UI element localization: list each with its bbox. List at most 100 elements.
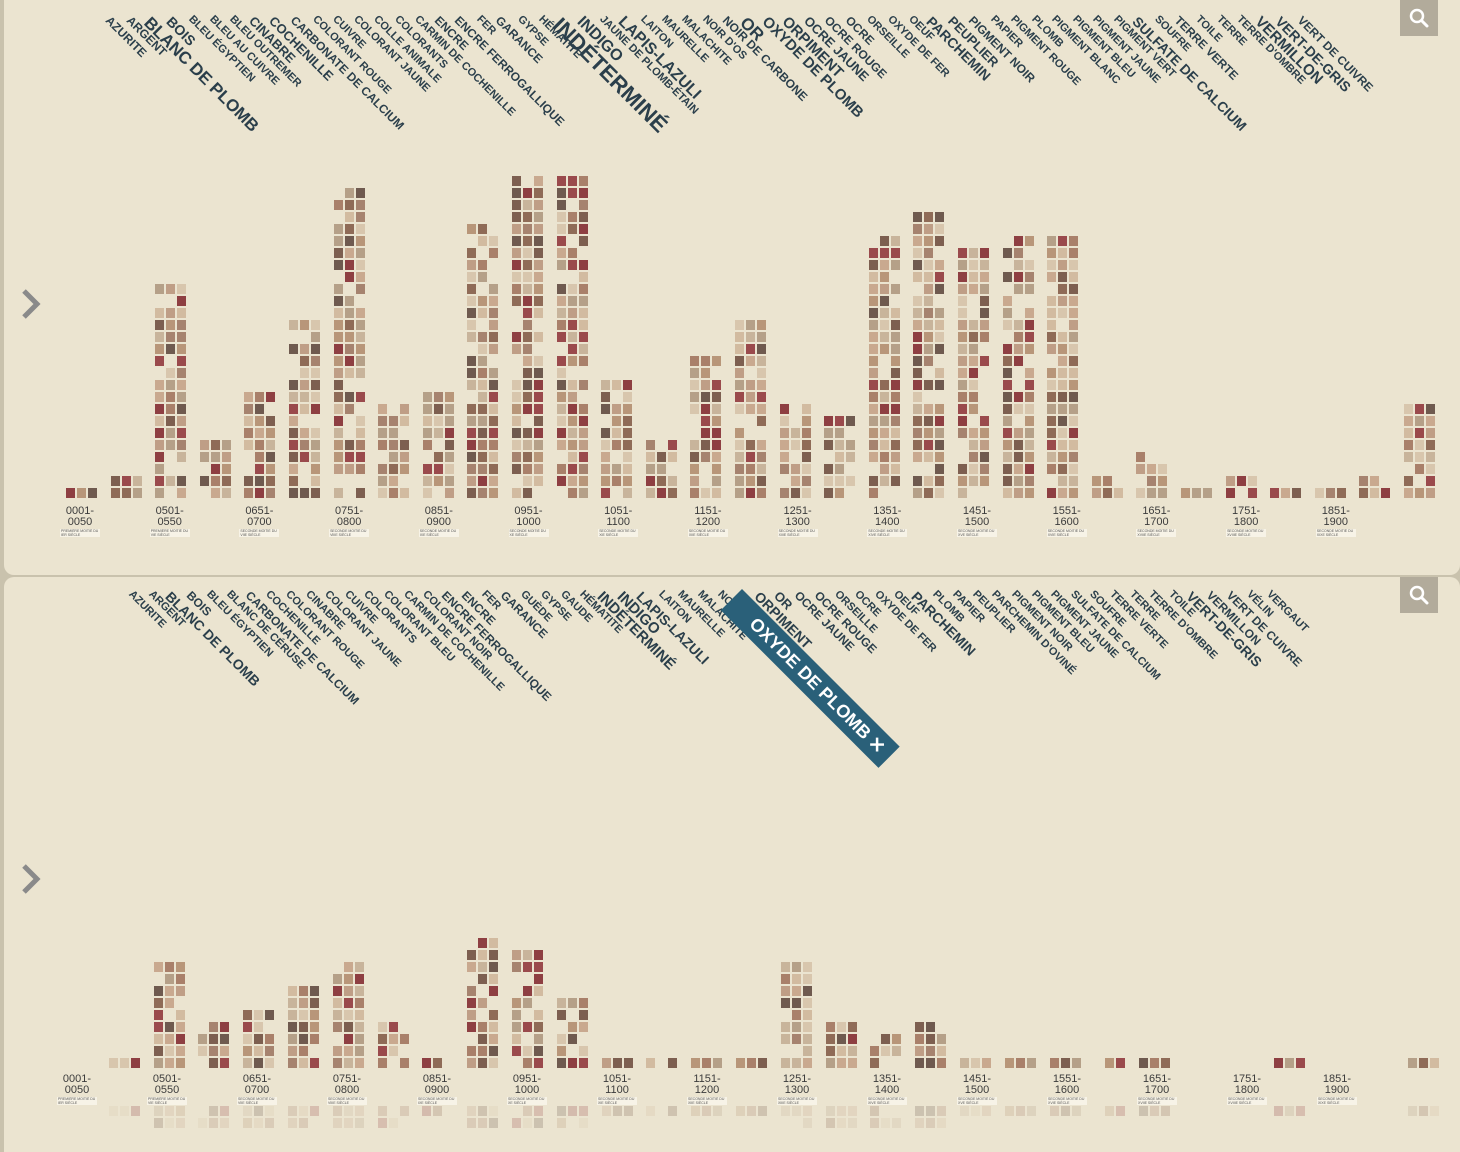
artwork-thumbnail[interactable] bbox=[757, 416, 766, 426]
artwork-thumbnail[interactable] bbox=[1013, 356, 1023, 366]
artwork-thumbnail[interactable] bbox=[467, 320, 477, 330]
artwork-thumbnail[interactable] bbox=[1381, 488, 1391, 498]
artwork-thumbnail[interactable] bbox=[534, 962, 543, 972]
artwork-thumbnail[interactable] bbox=[578, 260, 588, 270]
artwork-thumbnail[interactable] bbox=[556, 998, 566, 1008]
artwork-thumbnail[interactable] bbox=[523, 356, 532, 366]
artwork-thumbnail[interactable] bbox=[489, 1058, 499, 1068]
artwork-thumbnail[interactable] bbox=[221, 452, 231, 462]
artwork-thumbnail[interactable] bbox=[556, 380, 566, 390]
artwork-thumbnail[interactable] bbox=[691, 1058, 701, 1068]
artwork-thumbnail[interactable] bbox=[623, 392, 633, 402]
artwork-thumbnail[interactable] bbox=[567, 176, 577, 186]
artwork-thumbnail[interactable] bbox=[969, 428, 978, 438]
artwork-thumbnail[interactable] bbox=[712, 488, 722, 498]
artwork-thumbnail[interactable] bbox=[489, 440, 499, 450]
artwork-thumbnail[interactable] bbox=[1247, 488, 1257, 498]
artwork-thumbnail[interactable] bbox=[177, 416, 187, 426]
artwork-thumbnail[interactable] bbox=[489, 404, 499, 414]
artwork-thumbnail[interactable] bbox=[444, 428, 454, 438]
artwork-thumbnail[interactable] bbox=[299, 998, 308, 1008]
artwork-thumbnail[interactable] bbox=[915, 1022, 925, 1032]
artwork-thumbnail[interactable] bbox=[164, 1058, 174, 1068]
artwork-thumbnail[interactable] bbox=[355, 188, 365, 198]
artwork-thumbnail[interactable] bbox=[1105, 1058, 1115, 1068]
artwork-thumbnail[interactable] bbox=[153, 1022, 163, 1032]
artwork-thumbnail[interactable] bbox=[612, 476, 622, 486]
artwork-thumbnail[interactable] bbox=[355, 236, 365, 246]
artwork-thumbnail[interactable] bbox=[701, 428, 711, 438]
artwork-thumbnail[interactable] bbox=[913, 344, 923, 354]
artwork-thumbnail[interactable] bbox=[868, 404, 878, 414]
artwork-thumbnail[interactable] bbox=[712, 476, 722, 486]
artwork-thumbnail[interactable] bbox=[1404, 452, 1413, 462]
artwork-thumbnail[interactable] bbox=[790, 488, 800, 498]
artwork-thumbnail[interactable] bbox=[868, 380, 878, 390]
artwork-thumbnail[interactable] bbox=[1058, 308, 1068, 318]
artwork-thumbnail[interactable] bbox=[601, 428, 611, 438]
artwork-thumbnail[interactable] bbox=[177, 392, 187, 402]
artwork-thumbnail[interactable] bbox=[1002, 428, 1012, 438]
artwork-thumbnail[interactable] bbox=[254, 1046, 264, 1056]
artwork-thumbnail[interactable] bbox=[791, 1010, 801, 1020]
artwork-thumbnail[interactable] bbox=[556, 248, 566, 258]
artwork-thumbnail[interactable] bbox=[935, 236, 945, 246]
artwork-thumbnail[interactable] bbox=[969, 248, 978, 258]
artwork-thumbnail[interactable] bbox=[1292, 488, 1302, 498]
artwork-thumbnail[interactable] bbox=[937, 1034, 947, 1044]
artwork-thumbnail[interactable] bbox=[343, 986, 353, 996]
artwork-thumbnail[interactable] bbox=[924, 332, 934, 342]
artwork-thumbnail[interactable] bbox=[980, 332, 989, 342]
artwork-thumbnail[interactable] bbox=[288, 1022, 297, 1032]
artwork-thumbnail[interactable] bbox=[980, 284, 989, 294]
artwork-thumbnail[interactable] bbox=[868, 308, 878, 318]
artwork-thumbnail[interactable] bbox=[155, 440, 165, 450]
artwork-thumbnail[interactable] bbox=[467, 260, 477, 270]
artwork-thumbnail[interactable] bbox=[422, 1058, 432, 1068]
artwork-thumbnail[interactable] bbox=[523, 1058, 532, 1068]
artwork-thumbnail[interactable] bbox=[489, 308, 499, 318]
artwork-thumbnail[interactable] bbox=[534, 272, 543, 282]
artwork-thumbnail[interactable] bbox=[523, 950, 532, 960]
artwork-thumbnail[interactable] bbox=[835, 416, 845, 426]
artwork-thumbnail[interactable] bbox=[846, 452, 856, 462]
artwork-thumbnail[interactable] bbox=[567, 356, 577, 366]
artwork-thumbnail[interactable] bbox=[1024, 428, 1034, 438]
artwork-thumbnail[interactable] bbox=[177, 404, 187, 414]
artwork-thumbnail[interactable] bbox=[824, 428, 834, 438]
artwork-thumbnail[interactable] bbox=[478, 962, 488, 972]
artwork-thumbnail[interactable] bbox=[913, 272, 923, 282]
artwork-thumbnail[interactable] bbox=[534, 440, 543, 450]
artwork-thumbnail[interactable] bbox=[1047, 404, 1057, 414]
artwork-thumbnail[interactable] bbox=[523, 986, 532, 996]
artwork-thumbnail[interactable] bbox=[467, 476, 477, 486]
artwork-thumbnail[interactable] bbox=[166, 392, 176, 402]
artwork-thumbnail[interactable] bbox=[1139, 1058, 1149, 1068]
artwork-thumbnail[interactable] bbox=[489, 476, 499, 486]
artwork-thumbnail[interactable] bbox=[354, 1046, 364, 1056]
artwork-thumbnail[interactable] bbox=[924, 320, 934, 330]
artwork-thumbnail[interactable] bbox=[913, 380, 923, 390]
artwork-thumbnail[interactable] bbox=[489, 416, 499, 426]
artwork-thumbnail[interactable] bbox=[311, 404, 320, 414]
artwork-thumbnail[interactable] bbox=[389, 428, 399, 438]
artwork-thumbnail[interactable] bbox=[344, 224, 354, 234]
artwork-thumbnail[interactable] bbox=[177, 440, 187, 450]
artwork-thumbnail[interactable] bbox=[601, 1058, 611, 1068]
artwork-thumbnail[interactable] bbox=[735, 320, 744, 330]
artwork-thumbnail[interactable] bbox=[534, 1058, 543, 1068]
artwork-thumbnail[interactable] bbox=[300, 320, 309, 330]
artwork-thumbnail[interactable] bbox=[1024, 404, 1034, 414]
artwork-thumbnail[interactable] bbox=[779, 452, 789, 462]
artwork-thumbnail[interactable] bbox=[913, 296, 923, 306]
artwork-thumbnail[interactable] bbox=[847, 1022, 857, 1032]
artwork-thumbnail[interactable] bbox=[244, 428, 254, 438]
artwork-thumbnail[interactable] bbox=[892, 1034, 902, 1044]
artwork-thumbnail[interactable] bbox=[1058, 284, 1068, 294]
artwork-thumbnail[interactable] bbox=[221, 464, 231, 474]
artwork-thumbnail[interactable] bbox=[166, 308, 176, 318]
artwork-thumbnail[interactable] bbox=[1273, 1058, 1283, 1068]
artwork-thumbnail[interactable] bbox=[333, 368, 343, 378]
artwork-thumbnail[interactable] bbox=[1336, 488, 1346, 498]
artwork-thumbnail[interactable] bbox=[779, 488, 789, 498]
